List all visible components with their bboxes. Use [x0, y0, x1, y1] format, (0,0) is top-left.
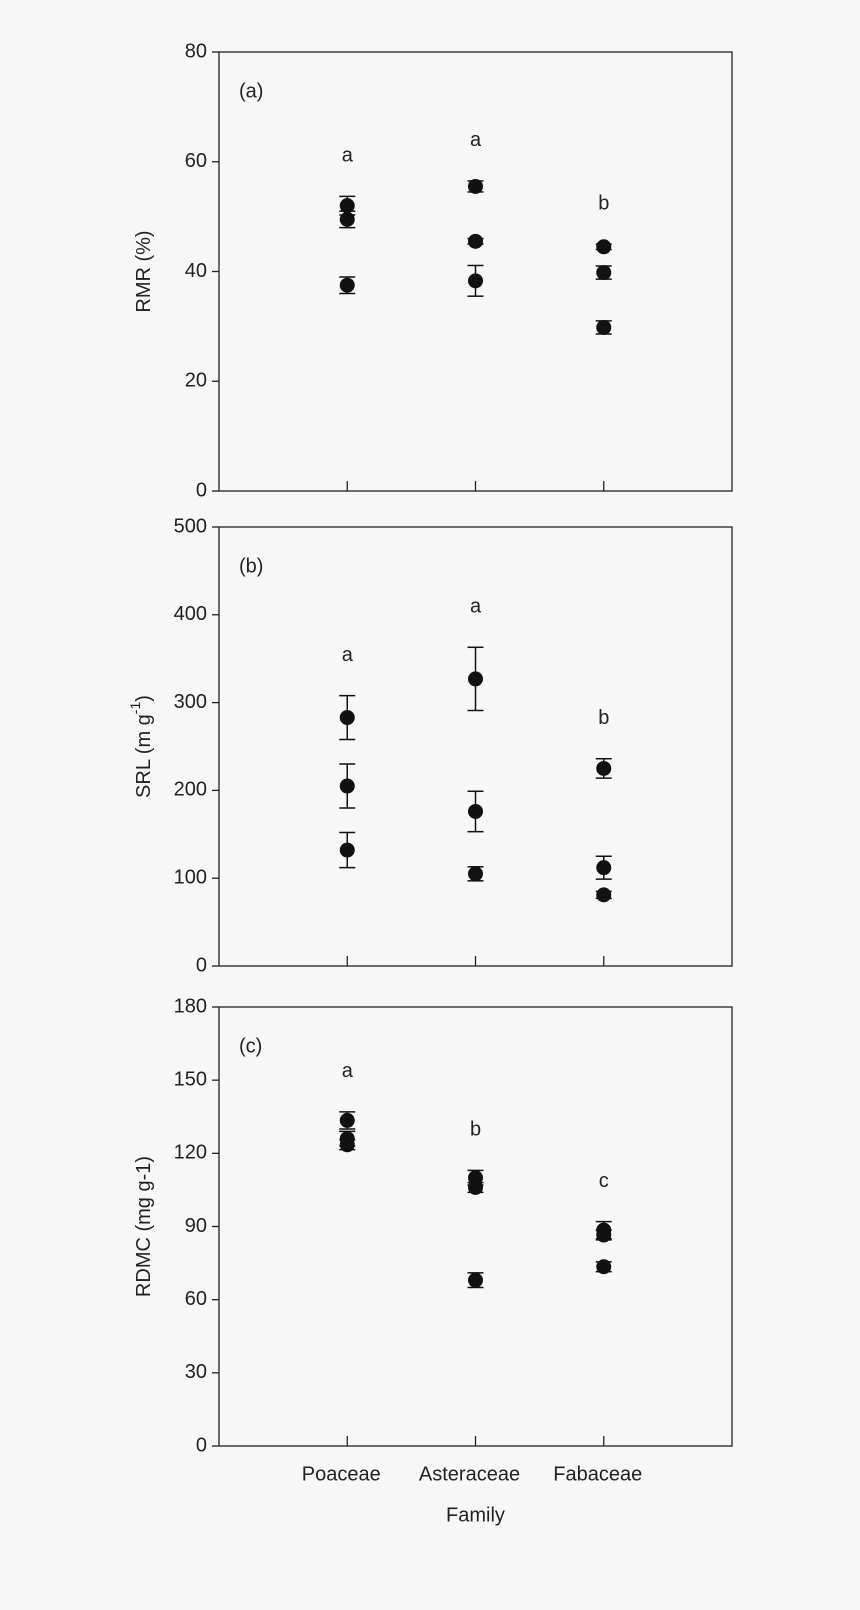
- group-letter: a: [342, 145, 354, 167]
- plot-frame: [218, 526, 733, 967]
- point: [468, 273, 483, 289]
- group-letter: a: [342, 644, 354, 666]
- y-tick-label: 300: [174, 691, 207, 713]
- x-tick-label: Asteraceae: [419, 1463, 520, 1485]
- y-axis-label: RMR (%): [133, 230, 155, 312]
- y-axis-label: RDMC (mg g-1): [133, 1156, 155, 1297]
- y-tick-label: 500: [174, 515, 207, 537]
- y-tick-label: 0: [196, 479, 207, 501]
- point: [468, 233, 483, 249]
- y-tick-label: 120: [174, 1142, 207, 1164]
- group-letter: a: [470, 129, 482, 151]
- point: [596, 887, 612, 903]
- point: [339, 1112, 355, 1128]
- y-tick-label: 60: [185, 1288, 207, 1310]
- y-tick-label: 0: [196, 1434, 207, 1456]
- point: [468, 178, 483, 194]
- y-axis-label-text: SRL (m g: [133, 714, 155, 798]
- y-axis-label-end: ): [133, 695, 155, 702]
- y-axis-label-text: RDMC (mg g-1): [133, 1156, 155, 1297]
- panel: 0 20 40 60 80 (a) RMR (%) a a b: [133, 40, 733, 501]
- y-tick-label: 0: [196, 954, 207, 976]
- y-tick-label: 150: [174, 1068, 207, 1090]
- y-tick-label: 400: [174, 603, 207, 625]
- point: [339, 277, 355, 293]
- point: [339, 198, 355, 214]
- group-letter: a: [342, 1060, 354, 1082]
- point: [468, 1179, 483, 1195]
- point: [596, 760, 612, 776]
- y-tick-label: 80: [185, 40, 207, 62]
- y-tick-label: 100: [174, 866, 207, 888]
- point: [596, 860, 612, 876]
- point: [596, 239, 612, 255]
- panel: 0 30 60 90 120 150 180 (c) RDMC (mg g-1) a b c Poace…: [133, 995, 733, 1526]
- group-letter: b: [470, 1119, 481, 1141]
- group-letter: c: [599, 1170, 609, 1192]
- point: [596, 265, 612, 281]
- y-tick-label: 90: [185, 1215, 207, 1237]
- y-tick-label: 30: [185, 1361, 207, 1383]
- y-tick-label: 20: [185, 370, 207, 392]
- x-tick-label: Fabaceae: [553, 1463, 642, 1485]
- point: [339, 1137, 355, 1153]
- point: [339, 842, 355, 858]
- panel-label: (a): [239, 80, 263, 102]
- y-tick-label: 60: [185, 150, 207, 172]
- group-letter: b: [598, 192, 609, 214]
- group-letter: a: [470, 596, 482, 618]
- point: [339, 778, 355, 794]
- plot-frame: [218, 1006, 733, 1447]
- group-letter: b: [598, 707, 609, 729]
- point: [468, 803, 483, 819]
- point: [468, 1272, 483, 1288]
- panel-label: (c): [239, 1035, 262, 1057]
- point: [339, 710, 355, 726]
- y-axis-label-text: RMR (%): [133, 230, 155, 312]
- x-axis-label: Family: [446, 1504, 505, 1526]
- y-tick-label: 40: [185, 260, 207, 282]
- y-tick-label: 180: [174, 995, 207, 1017]
- point: [596, 319, 612, 335]
- y-axis-label: SRL (m g-1): [127, 695, 156, 798]
- point: [468, 866, 483, 882]
- y-axis-label-sup: -1: [127, 702, 143, 715]
- point: [468, 671, 483, 687]
- y-tick-label: 200: [174, 779, 207, 801]
- point: [339, 211, 355, 227]
- x-tick-label: Poaceae: [302, 1463, 381, 1485]
- point: [596, 1259, 612, 1275]
- panel: 0 100 200 300 400 500 (b) SRL (m g-1) a a b: [127, 515, 733, 976]
- panel-label: (b): [239, 555, 263, 577]
- point: [596, 1227, 612, 1243]
